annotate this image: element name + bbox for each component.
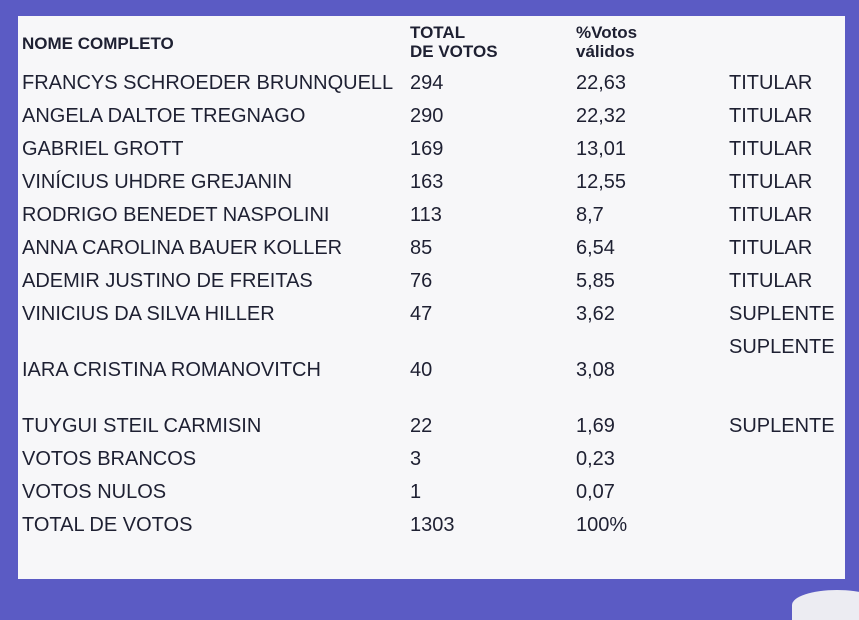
candidate-name: RODRIGO BENEDET NASPOLINI xyxy=(22,204,330,226)
vote-percent: 1,69 xyxy=(576,415,615,437)
vote-count: 76 xyxy=(410,270,433,292)
status-label: TITULAR xyxy=(729,72,813,94)
status-label: TITULAR xyxy=(729,171,813,193)
status-label: SUPLENTE xyxy=(729,336,835,358)
header-name: NOME COMPLETO xyxy=(22,34,174,53)
status-label: TITULAR xyxy=(729,237,813,259)
results-table: NOME COMPLETO TOTAL DE VOTOS %Votos váli… xyxy=(18,16,845,579)
candidate-name: GABRIEL GROTT xyxy=(22,138,184,160)
header-total-votes-line2: DE VOTOS xyxy=(410,42,498,61)
candidate-name: TOTAL DE VOTOS xyxy=(22,514,193,536)
vote-count: 163 xyxy=(410,171,444,193)
vote-percent: 8,7 xyxy=(576,204,604,226)
candidate-name: ANNA CAROLINA BAUER KOLLER xyxy=(22,237,343,259)
header-valid-percent-line2: válidos xyxy=(576,42,635,61)
vote-count: 47 xyxy=(410,303,433,325)
vote-percent: 6,54 xyxy=(576,237,615,259)
table-row: RODRIGO BENEDET NASPOLINI 113 8,7 TITULA… xyxy=(18,200,845,230)
status-label: TITULAR xyxy=(729,270,813,292)
candidate-name: ADEMIR JUSTINO DE FREITAS xyxy=(22,270,313,292)
candidate-name: FRANCYS SCHROEDER BRUNNQUELL xyxy=(22,72,394,94)
vote-percent: 22,32 xyxy=(576,105,627,127)
vote-percent: 13,01 xyxy=(576,138,627,160)
vote-percent: 3,62 xyxy=(576,303,615,325)
table-row: TOTAL DE VOTOS 1303 100% xyxy=(18,510,845,540)
table-row: FRANCYS SCHROEDER BRUNNQUELL 294 22,63 T… xyxy=(18,68,845,98)
vote-count: 113 xyxy=(410,204,442,226)
candidate-name: TUYGUI STEIL CARMISIN xyxy=(22,415,262,437)
candidate-name: ANGELA DALTOE TREGNAGO xyxy=(22,105,306,127)
vote-percent: 3,08 xyxy=(576,359,615,381)
vote-percent: 0,23 xyxy=(576,448,615,470)
header-total-votes: TOTAL DE VOTOS xyxy=(410,23,498,61)
candidate-name: VINICIUS DA SILVA HILLER xyxy=(22,303,275,325)
vote-count: 85 xyxy=(410,237,433,259)
table-row: ANNA CAROLINA BAUER KOLLER 85 6,54 TITUL… xyxy=(18,233,845,263)
vote-percent: 12,55 xyxy=(576,171,627,193)
table-row: VINICIUS DA SILVA HILLER 47 3,62 SUPLENT… xyxy=(18,299,845,329)
table-row: ANGELA DALTOE TREGNAGO 290 22,32 TITULAR xyxy=(18,101,845,131)
table-row: VOTOS BRANCOS 3 0,23 xyxy=(18,444,845,474)
vote-percent: 22,63 xyxy=(576,72,627,94)
table-row: VOTOS NULOS 1 0,07 xyxy=(18,477,845,507)
candidate-name: VOTOS NULOS xyxy=(22,481,167,503)
table-row: VINÍCIUS UHDRE GREJANIN 163 12,55 TITULA… xyxy=(18,167,845,197)
candidate-name: IARA CRISTINA ROMANOVITCH xyxy=(22,359,321,381)
vote-count: 3 xyxy=(410,448,422,470)
vote-count: 22 xyxy=(410,415,433,437)
status-label: TITULAR xyxy=(729,105,813,127)
status-label: TITULAR xyxy=(729,138,813,160)
header-valid-percent: %Votos válidos xyxy=(576,23,637,61)
vote-count: 169 xyxy=(410,138,444,160)
vote-percent: 5,85 xyxy=(576,270,615,292)
vote-count: 1303 xyxy=(410,514,455,536)
candidate-name: VINÍCIUS UHDRE GREJANIN xyxy=(22,171,293,193)
vote-percent: 0,07 xyxy=(576,481,615,503)
vote-count: 290 xyxy=(410,105,444,127)
vote-percent: 100% xyxy=(576,514,628,536)
vote-count: 1 xyxy=(410,481,422,503)
header-valid-percent-line1: %Votos xyxy=(576,23,638,42)
table-row: IARA CRISTINA ROMANOVITCH 40 3,08 SUPLEN… xyxy=(18,336,845,385)
corner-shape xyxy=(792,590,859,620)
table-row: GABRIEL GROTT 169 13,01 TITULAR xyxy=(18,134,845,164)
status-label: SUPLENTE xyxy=(729,415,835,437)
table-row: TUYGUI STEIL CARMISIN 22 1,69 SUPLENTE xyxy=(18,411,845,441)
status-label: SUPLENTE xyxy=(729,303,835,325)
table-row: ADEMIR JUSTINO DE FREITAS 76 5,85 TITULA… xyxy=(18,266,845,296)
candidate-name: VOTOS BRANCOS xyxy=(22,448,197,470)
vote-count: 294 xyxy=(410,72,444,94)
header-total-votes-line1: TOTAL xyxy=(410,23,466,42)
vote-count: 40 xyxy=(410,359,433,381)
status-label: TITULAR xyxy=(729,204,813,226)
